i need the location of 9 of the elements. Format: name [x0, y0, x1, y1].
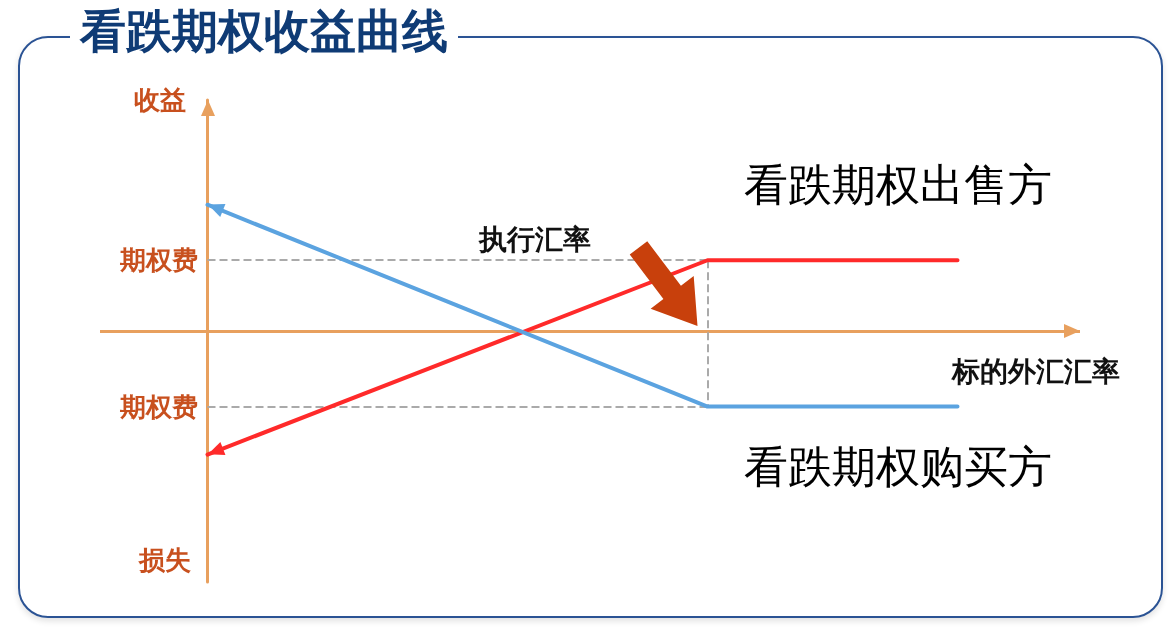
series-label: 看跌期权购买方	[743, 441, 1052, 493]
series-label: 看跌期权出售方	[743, 158, 1052, 210]
text: 损失	[137, 545, 191, 575]
annotation: 执行汇率	[477, 223, 591, 257]
ref-line-label: 期权费	[118, 245, 198, 276]
x-axis-title: 标的外汇汇率	[951, 355, 1120, 389]
y-axis-title: 收益	[133, 85, 186, 115]
chart-title: 看跌期权收益曲线	[79, 4, 448, 58]
ref-line-label: 期权费	[118, 391, 198, 422]
